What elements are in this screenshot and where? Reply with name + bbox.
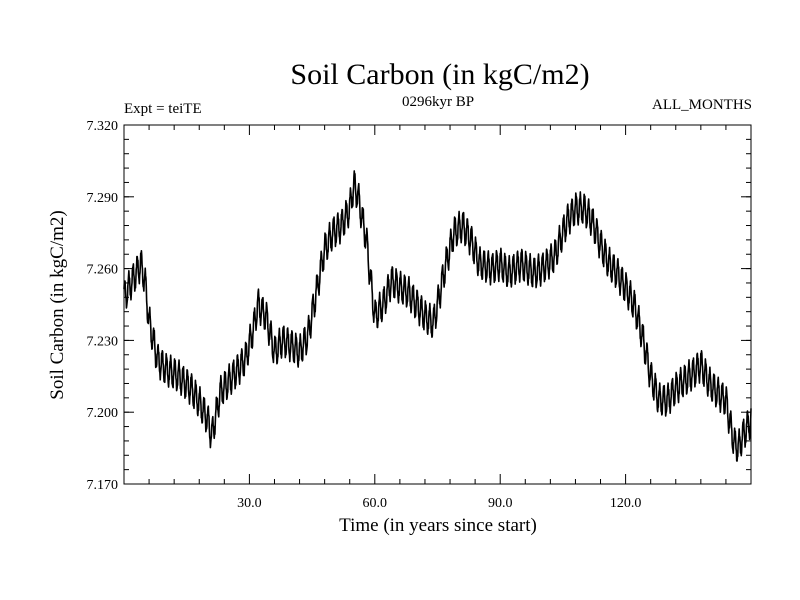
y-tick-label: 7.230 <box>87 334 119 349</box>
y-axis-label: Soil Carbon (in kgC/m2) <box>47 210 68 399</box>
chart-title: Soil Carbon (in kgC/m2) <box>290 58 589 91</box>
y-tick-label: 7.320 <box>87 119 119 134</box>
x-tick-label: 90.0 <box>488 496 513 511</box>
y-tick-label: 7.170 <box>87 478 119 493</box>
months-label: ALL_MONTHS <box>652 97 752 113</box>
soil-carbon-series-line <box>123 170 752 462</box>
x-tick-label: 120.0 <box>610 496 642 511</box>
x-axis-label: Time (in years since start) <box>339 515 537 536</box>
x-tick-label: 60.0 <box>363 496 388 511</box>
experiment-label: Expt = teiTE <box>124 101 202 117</box>
y-tick-label: 7.200 <box>87 406 119 421</box>
y-tick-label: 7.260 <box>87 263 119 278</box>
period-label: 0296kyr BP <box>402 94 474 110</box>
x-tick-label: 30.0 <box>237 496 262 511</box>
plot-frame <box>123 124 752 485</box>
y-tick-label: 7.290 <box>87 191 119 206</box>
